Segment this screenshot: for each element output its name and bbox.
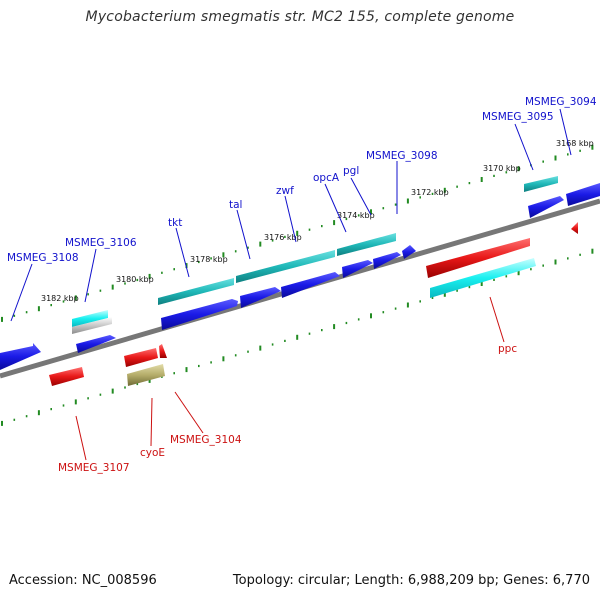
leader-line bbox=[10, 263, 33, 322]
gene-label-msmeg-3095[interactable]: MSMEG_3095 bbox=[482, 111, 554, 123]
gene-arrow[interactable] bbox=[281, 272, 340, 298]
gene-arrow[interactable] bbox=[337, 233, 396, 256]
map-title: Mycobacterium smegmatis str. MC2 155, co… bbox=[85, 9, 515, 25]
tick-track-reverse bbox=[1, 248, 594, 426]
scale-labels: 3182 kbp 3180 kbp 3178 kbp 3176 kbp 3174… bbox=[41, 139, 594, 303]
gene-arrow[interactable] bbox=[524, 176, 558, 192]
gene-arrow[interactable] bbox=[566, 183, 600, 206]
leader-line bbox=[350, 177, 372, 216]
leader-line bbox=[489, 296, 505, 343]
leader-line bbox=[236, 209, 251, 260]
gene-arrow[interactable] bbox=[161, 299, 238, 330]
scale-label: 3168 kbp bbox=[556, 139, 594, 148]
gene-arrow[interactable] bbox=[528, 196, 564, 218]
feature-block[interactable] bbox=[430, 258, 536, 298]
scale-label: 3180 kbp bbox=[116, 275, 154, 284]
feature-block[interactable] bbox=[72, 317, 112, 334]
gene-arrow[interactable] bbox=[236, 250, 335, 283]
forward-features bbox=[0, 176, 600, 370]
scale-label: 3170 kbp bbox=[483, 164, 521, 173]
gene-label-msmeg-3107[interactable]: MSMEG_3107 bbox=[58, 462, 130, 474]
leader-line bbox=[84, 248, 97, 303]
gene-arrow[interactable] bbox=[342, 260, 373, 278]
gene-arrow[interactable] bbox=[124, 348, 158, 367]
gene-arrow[interactable] bbox=[240, 287, 281, 308]
tick-track-forward bbox=[1, 144, 594, 322]
leader-line bbox=[75, 415, 87, 461]
scale-label: 3178 kbp bbox=[190, 255, 228, 264]
leader-line bbox=[559, 108, 572, 156]
gene-arrow[interactable] bbox=[571, 222, 578, 234]
gene-labels: MSMEG_3108 MSMEG_3106 tkt tal zwf opcA p… bbox=[7, 96, 597, 474]
feature-block[interactable] bbox=[127, 364, 165, 386]
leader-line bbox=[174, 391, 204, 434]
gene-arrow[interactable] bbox=[373, 252, 401, 269]
leader-lines bbox=[10, 108, 572, 461]
leader-line bbox=[284, 195, 297, 243]
gene-arrow[interactable] bbox=[402, 245, 416, 259]
scale-label: 3174 kbp bbox=[337, 211, 375, 220]
gene-arrow[interactable] bbox=[159, 344, 167, 358]
gene-arrow[interactable] bbox=[158, 278, 234, 305]
gene-arrow[interactable] bbox=[49, 367, 84, 386]
scale-label: 3176 kbp bbox=[264, 233, 302, 242]
leader-line bbox=[175, 227, 190, 278]
gene-label-tkt[interactable]: tkt bbox=[168, 217, 182, 229]
accession-text: Accession: NC_008596 bbox=[9, 573, 157, 588]
gene-label-cyoe[interactable]: cyoE bbox=[140, 447, 165, 459]
leader-line bbox=[324, 183, 347, 233]
gene-label-msmeg-3094[interactable]: MSMEG_3094 bbox=[525, 96, 597, 108]
gene-arrow[interactable] bbox=[76, 335, 116, 353]
scale-label: 3172 kbp bbox=[411, 188, 449, 197]
genome-summary-text: Topology: circular; Length: 6,988,209 bp… bbox=[232, 573, 590, 588]
gene-label-pgl[interactable]: pgl bbox=[343, 165, 359, 177]
gene-arrow[interactable] bbox=[426, 238, 530, 278]
gene-label-opca[interactable]: opcA bbox=[313, 172, 340, 184]
leader-line bbox=[150, 397, 153, 447]
reverse-features bbox=[49, 222, 578, 386]
gene-label-zwf[interactable]: zwf bbox=[276, 185, 294, 197]
feature-block[interactable] bbox=[72, 310, 108, 327]
gene-label-ppc[interactable]: ppc bbox=[498, 343, 517, 355]
scale-label: 3182 kbp bbox=[41, 294, 79, 303]
leader-line bbox=[514, 123, 534, 171]
gene-arrow[interactable] bbox=[0, 343, 41, 370]
gene-label-msmeg-3106[interactable]: MSMEG_3106 bbox=[65, 237, 137, 249]
gene-label-msmeg-3108[interactable]: MSMEG_3108 bbox=[7, 252, 79, 264]
gene-label-tal[interactable]: tal bbox=[229, 199, 242, 211]
gene-label-msmeg-3104[interactable]: MSMEG_3104 bbox=[170, 434, 242, 446]
gene-label-msmeg-3098[interactable]: MSMEG_3098 bbox=[366, 150, 438, 162]
